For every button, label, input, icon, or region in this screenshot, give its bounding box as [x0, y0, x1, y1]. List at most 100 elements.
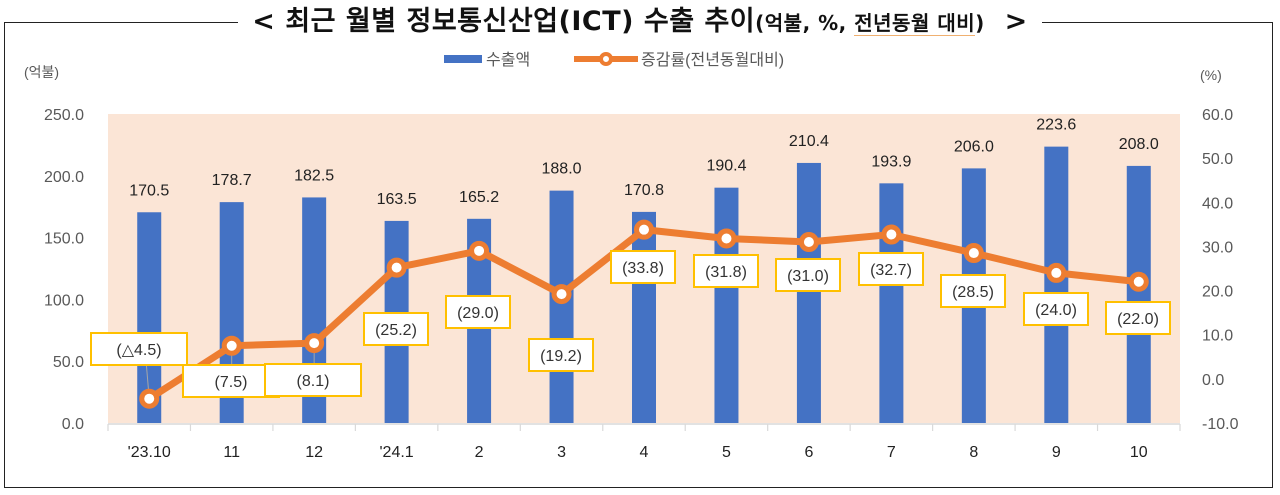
growth-rate-label: (24.0) [1035, 302, 1077, 319]
growth-rate-label: (22.0) [1117, 311, 1159, 328]
growth-rate-label-box [858, 252, 924, 286]
bar-value-label: 190.4 [706, 158, 746, 175]
right-axis-tick: 0.0 [1202, 372, 1224, 389]
title-sub-underlined: 전년동월 대비 [854, 11, 976, 36]
growth-rate-label: (29.0) [457, 305, 499, 322]
growth-rate-label: (31.0) [787, 268, 829, 285]
right-axis-tick: 20.0 [1202, 284, 1233, 301]
x-axis-category: 11 [223, 444, 240, 461]
x-axis-category: 10 [1130, 444, 1148, 461]
growth-rate-label: (7.5) [215, 374, 248, 391]
left-axis-tick: 200.0 [44, 169, 84, 186]
growth-rate-label-box [528, 338, 594, 372]
bar-value-label: 170.5 [129, 182, 169, 199]
growth-rate-marker [716, 228, 737, 249]
growth-rate-label-box [264, 363, 362, 397]
left-axis-tick: 100.0 [44, 292, 84, 309]
growth-rate-marker [798, 232, 819, 253]
bar-value-label: 223.6 [1036, 117, 1076, 134]
growth-rate-label-box [775, 258, 841, 292]
growth-rate-label: (19.2) [540, 348, 582, 365]
legend-bar-swatch-icon [444, 55, 482, 63]
legend-bar-label: 수출액 [486, 51, 530, 69]
x-axis-category: 3 [557, 444, 566, 461]
growth-rate-marker [634, 219, 654, 240]
bar-value-label: 163.5 [377, 191, 417, 208]
growth-rate-marker [1046, 262, 1067, 283]
growth-rate-marker [551, 284, 572, 305]
right-axis-tick: 30.0 [1202, 239, 1233, 256]
left-axis-tick: 0.0 [62, 416, 84, 433]
growth-rate-label: (8.1) [297, 373, 330, 390]
x-axis-category: 6 [804, 444, 813, 461]
right-axis-tick: 60.0 [1202, 107, 1233, 124]
left-axis-tick: 50.0 [53, 354, 84, 371]
title-close: > [1004, 6, 1028, 37]
growth-rate-label-box [693, 254, 759, 288]
bar-export-value [879, 183, 904, 423]
right-axis-unit: (%) [1200, 67, 1222, 83]
growth-rate-marker [139, 388, 160, 409]
x-axis-category: 4 [640, 444, 649, 461]
bar-export-value [1044, 146, 1069, 423]
growth-rate-label-box [940, 274, 1006, 308]
chart-title-text: < 최근 월별 정보통신산업(ICT) 수출 추이(억불, %, 전년동월 대비… [238, 2, 1042, 43]
bar-value-label: 193.9 [871, 153, 911, 170]
growth-rate-marker [1128, 271, 1149, 292]
bar-value-label: 188.0 [542, 161, 582, 178]
right-axis-tick: 10.0 [1202, 328, 1233, 345]
bar-value-label: 208.0 [1119, 136, 1159, 153]
bar-export-value [549, 190, 574, 423]
growth-rate-marker [469, 240, 490, 261]
growth-rate-label: (25.2) [375, 322, 417, 339]
bar-value-label: 170.8 [624, 182, 664, 199]
growth-rate-label-box [1023, 292, 1089, 326]
left-axis-tick: 250.0 [44, 107, 84, 124]
bar-value-label: 182.5 [294, 167, 334, 184]
bar-export-value [796, 162, 821, 423]
x-axis-category: '23.10 [128, 444, 171, 461]
growth-rate-label: (31.8) [705, 264, 747, 281]
x-axis-category: '24.1 [380, 444, 414, 461]
right-axis-tick: -10.0 [1202, 416, 1239, 433]
bar-export-value [137, 212, 162, 423]
left-axis-unit: (억불) [24, 64, 59, 80]
growth-rate-marker [386, 257, 407, 278]
bar-export-value [1126, 165, 1151, 424]
growth-rate-label: (△4.5) [116, 342, 161, 359]
title-sub-prefix: (억불, %, [755, 11, 855, 35]
x-axis-category: 7 [887, 444, 896, 461]
growth-rate-marker [963, 243, 984, 264]
growth-rate-marker [304, 333, 325, 354]
growth-rate-marker [221, 335, 242, 356]
bar-value-label: 178.7 [212, 172, 252, 189]
bar-export-value [714, 187, 739, 423]
bar-value-label: 210.4 [789, 133, 829, 150]
legend-marker-icon [599, 52, 613, 66]
bar-value-label: 165.2 [459, 189, 499, 206]
growth-rate-label-box [1105, 301, 1171, 335]
left-axis-tick: 150.0 [44, 231, 84, 248]
chart-title: < 최근 월별 정보통신산업(ICT) 수출 추이(억불, %, 전년동월 대비… [0, 2, 1280, 43]
legend-line-label: 증감률(전년동월대비) [641, 51, 784, 69]
right-axis-tick: 50.0 [1202, 151, 1233, 168]
growth-rate-label: (32.7) [870, 262, 912, 279]
bar-export-value [632, 211, 656, 423]
x-axis-category: 8 [969, 444, 978, 461]
x-axis-category: 9 [1052, 444, 1061, 461]
x-axis-category: 12 [305, 444, 323, 461]
bar-value-label: 206.0 [954, 138, 994, 155]
growth-rate-label: (28.5) [952, 284, 994, 301]
growth-rate-label-box [90, 332, 188, 366]
x-axis-category: 5 [722, 444, 731, 461]
title-sub: (억불, %, 전년동월 대비) [755, 11, 985, 36]
growth-rate-label-box [363, 312, 429, 346]
growth-rate-marker [881, 224, 902, 245]
growth-rate-label-box [445, 295, 511, 329]
title-sub-suffix: ) [975, 11, 985, 35]
title-main: < 최근 월별 정보통신산업(ICT) 수출 추이 [252, 6, 756, 37]
x-axis-category: 2 [475, 444, 484, 461]
right-axis-tick: 40.0 [1202, 195, 1233, 212]
growth-rate-label: (33.8) [622, 260, 664, 277]
